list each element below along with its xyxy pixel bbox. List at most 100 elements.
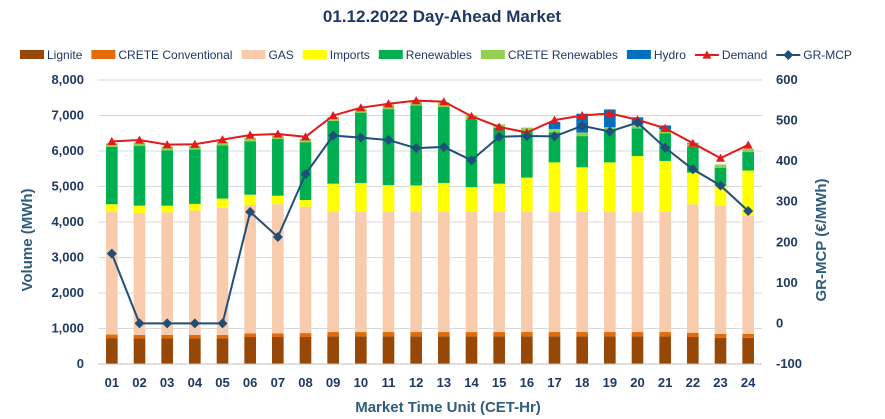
bar-lignite	[714, 337, 727, 364]
bar-imports	[465, 187, 478, 212]
gr-mcp-marker	[411, 143, 422, 154]
legend-marker	[702, 50, 712, 59]
bar-imports	[493, 183, 505, 212]
gr-mcp-marker	[743, 206, 754, 217]
bar-crete-renewables	[742, 148, 754, 153]
demand-marker	[550, 115, 559, 124]
bar-imports	[410, 185, 422, 213]
bar-crete-conventional	[133, 334, 146, 339]
demand-marker	[494, 122, 504, 131]
bar-imports	[327, 183, 339, 212]
legend-label: GAS	[268, 48, 293, 62]
bar-crete-conventional	[631, 332, 644, 337]
legend-swatch	[241, 50, 266, 59]
bar-renewables	[216, 145, 229, 199]
gr-mcp-marker	[272, 232, 283, 243]
legend-swatch	[378, 50, 403, 59]
bar-imports	[189, 203, 201, 211]
legend-label: Lignite	[47, 48, 83, 62]
bar-crete-conventional	[299, 333, 312, 338]
bar-imports	[742, 170, 754, 216]
bar-gas	[189, 210, 201, 335]
bar-gas	[465, 211, 478, 333]
y-tick-label: 3,000	[51, 250, 84, 265]
chart-title: 01.12.2022 Day-Ahead Market	[323, 7, 561, 26]
x-tick-label: 18	[575, 375, 589, 390]
bar-imports	[272, 195, 284, 205]
x-tick-label: 16	[520, 375, 534, 390]
gr-mcp-marker	[162, 318, 173, 329]
bar-crete-conventional	[714, 333, 727, 338]
x-tick-label: 20	[630, 375, 644, 390]
bar-hydro	[604, 109, 616, 128]
y2-tick-label: 300	[776, 194, 798, 209]
bar-renewables	[687, 146, 699, 173]
bar-imports	[161, 205, 173, 213]
x-tick-label: 24	[741, 375, 756, 390]
bar-lignite	[548, 336, 561, 364]
x-tick-label: 23	[713, 375, 727, 390]
x-tick-label: 08	[298, 375, 312, 390]
bar-gas	[106, 211, 118, 335]
gr-mcp-marker	[604, 126, 615, 137]
bar-gas	[327, 211, 339, 333]
bar-renewables	[133, 146, 146, 206]
bar-crete-renewables	[133, 142, 146, 147]
demand-marker	[218, 135, 227, 144]
y2-tick-label: 0	[776, 315, 783, 330]
bar-crete-renewables	[548, 128, 561, 133]
x-tick-label: 03	[160, 375, 174, 390]
bar-crete-conventional	[410, 332, 422, 337]
bar-gas	[742, 215, 754, 334]
demand-marker	[716, 153, 725, 162]
gr-mcp-marker	[660, 142, 671, 153]
demand-marker	[328, 111, 338, 120]
legend: Lignite CRETE Conventional GAS Imports Renew…	[20, 48, 852, 62]
bar-lignite	[576, 336, 588, 364]
bar-lignite	[687, 337, 699, 364]
x-tick-label: 11	[382, 375, 396, 390]
demand-marker	[605, 108, 615, 117]
x-tick-label: 09	[326, 375, 340, 390]
gr-mcp-marker	[549, 131, 560, 142]
bar-renewables	[548, 132, 561, 163]
x-tick-label: 17	[547, 375, 561, 390]
bar-crete-conventional	[659, 332, 671, 337]
bar-imports	[438, 182, 450, 212]
demand-marker	[384, 99, 393, 108]
bar-gas	[521, 211, 533, 333]
demand-marker	[439, 97, 449, 106]
legend-swatch	[302, 50, 327, 59]
legend-swatch	[20, 50, 44, 59]
bar-crete-conventional	[106, 334, 118, 339]
bar-crete-conventional	[244, 333, 256, 338]
gr-mcp-marker	[715, 180, 726, 191]
bar-lignite	[133, 338, 146, 364]
gr-mcp-marker	[577, 120, 588, 131]
legend-item: GR-MCP	[776, 48, 852, 62]
bar-renewables	[355, 112, 367, 183]
demand-marker	[273, 129, 283, 138]
gr-mcp-marker	[355, 132, 366, 143]
y-tick-label: 0	[77, 356, 84, 371]
bar-lignite	[410, 336, 422, 364]
bar-renewables	[493, 127, 505, 184]
legend-swatch	[480, 50, 505, 59]
bar-crete-renewables	[161, 146, 173, 151]
bar-imports	[355, 182, 367, 212]
bar-lignite	[106, 338, 118, 364]
demand-marker	[162, 140, 172, 149]
bar-crete-conventional	[216, 334, 229, 339]
bar-crete-conventional	[742, 333, 754, 338]
bar-gas	[216, 207, 229, 335]
legend-label: Imports	[330, 48, 370, 62]
x-tick-label: 19	[603, 375, 617, 390]
bar-renewables	[465, 119, 478, 188]
demand-marker	[245, 130, 255, 139]
x-tick-label: 15	[492, 375, 506, 390]
bar-lignite	[659, 336, 671, 364]
y2-axis-label: GR-MCP (€/MWh)	[813, 178, 830, 301]
bar-lignite	[742, 337, 754, 364]
bar-crete-renewables	[576, 132, 588, 137]
